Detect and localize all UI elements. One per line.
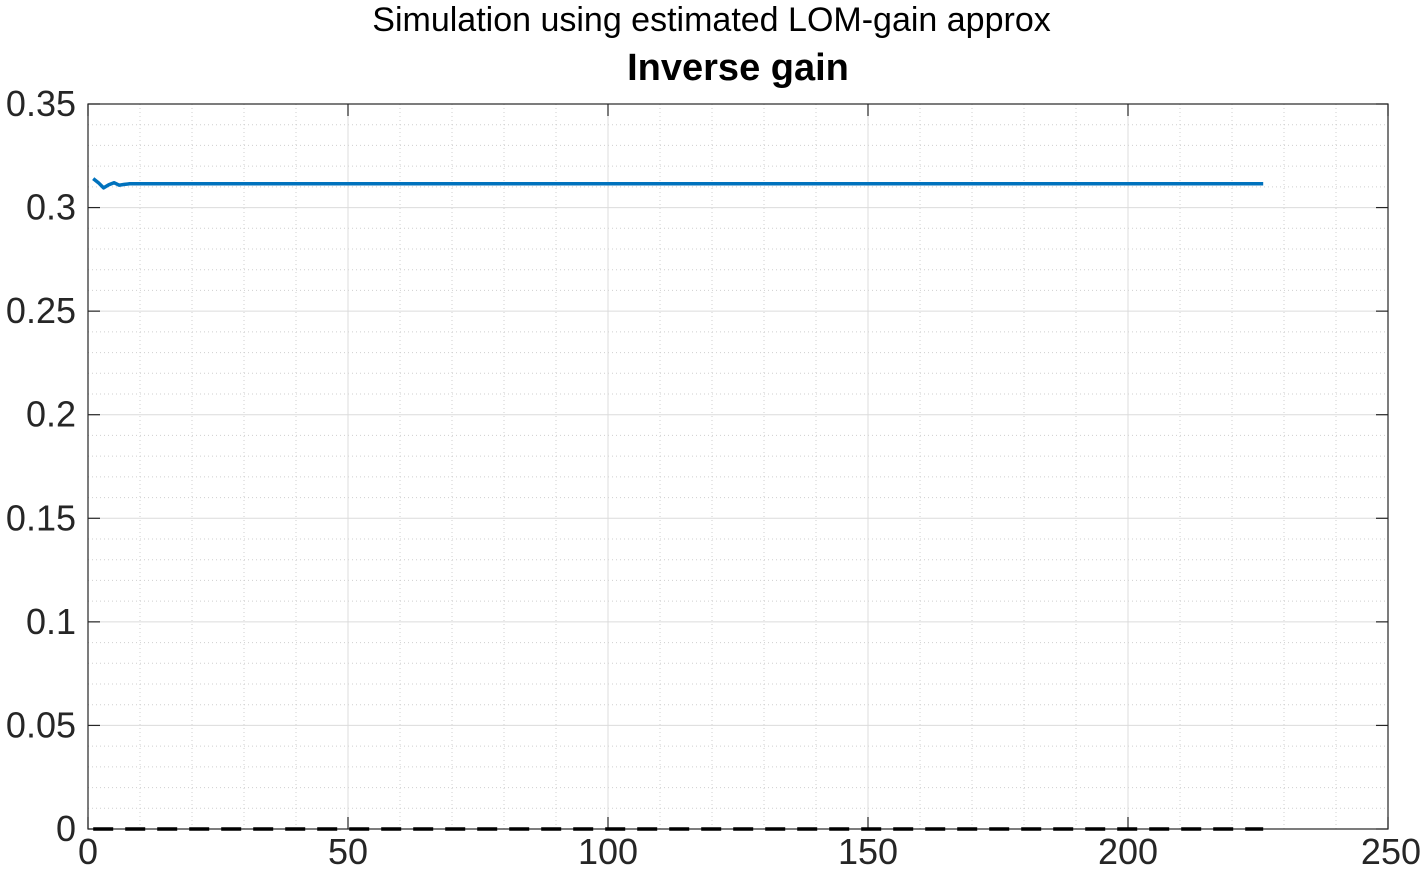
series-line <box>92 177 1264 190</box>
y-tick-label: 0 <box>56 808 76 849</box>
x-tick-label: 200 <box>1098 831 1158 872</box>
y-tick-label: 0.2 <box>26 394 76 435</box>
x-tick-label: 0 <box>78 831 98 872</box>
y-tick-label: 0.25 <box>6 290 76 331</box>
x-tick-label: 50 <box>328 831 368 872</box>
y-tick-label: 0.15 <box>6 497 76 538</box>
y-tick-label: 0.3 <box>26 187 76 228</box>
y-tick-label: 0.05 <box>6 704 76 745</box>
y-tick-label: 0.35 <box>6 83 76 124</box>
x-tick-label: 250 <box>1361 831 1421 872</box>
x-tick-label: 150 <box>838 831 898 872</box>
y-tick-label: 0.1 <box>26 601 76 642</box>
chart-suptitle: Simulation using estimated LOM-gain appr… <box>372 1 1051 39</box>
x-tick-label: 100 <box>578 831 638 872</box>
chart-title: Inverse gain <box>627 47 849 89</box>
plot-area <box>88 104 1388 829</box>
